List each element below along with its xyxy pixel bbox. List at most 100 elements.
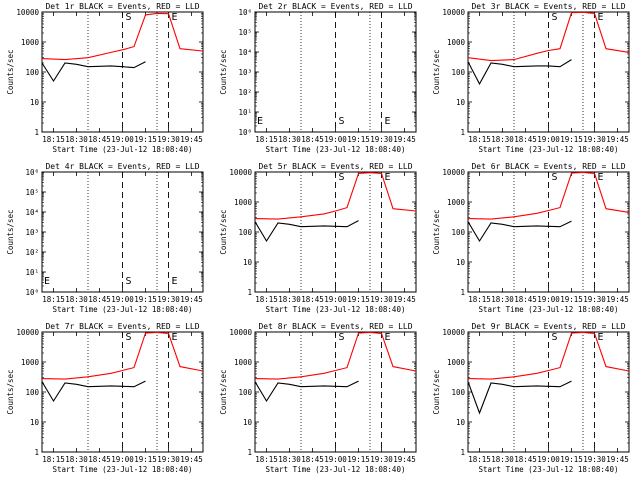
x-axis-label: Start Time (23-Jul-12 18:08:40) [266, 305, 406, 314]
x-tick-label: 18:30 [491, 135, 514, 144]
chart-title: Det 7r BLACK = Events, RED = LLD [45, 322, 199, 331]
x-tick-label: 19:15 [560, 455, 583, 464]
y-tick-label: 100 [451, 228, 465, 237]
x-tick-label: 19:45 [393, 455, 416, 464]
x-tick-label: 19:15 [347, 135, 370, 144]
x-tick-label: 19:45 [606, 295, 629, 304]
marker-s: S [338, 116, 344, 127]
marker-e: E [384, 332, 390, 343]
x-axis-label: Start Time (23-Jul-12 18:08:40) [479, 305, 619, 314]
x-tick-label: 18:30 [491, 295, 514, 304]
y-tick-label: 10⁴ [25, 208, 39, 217]
x-tick-label: 19:00 [324, 295, 347, 304]
marker-s: S [338, 172, 344, 183]
x-tick-label: 19:15 [134, 295, 157, 304]
chart-panel-7: Det 7r BLACK = Events, RED = LLD 1 10 100 10… [6, 322, 203, 474]
y-tick-label: 10 [243, 418, 253, 427]
y-tick-label: 1 [247, 288, 252, 297]
y-tick-label: 100 [25, 388, 39, 397]
y-tick-label: 10000 [229, 328, 252, 337]
y-tick-label: 1000 [21, 358, 40, 367]
y-tick-label: 1000 [447, 38, 466, 47]
marker-e: E [257, 116, 263, 127]
y-axis-label: Counts/sec [6, 369, 15, 414]
y-axis-label: Counts/sec [6, 209, 15, 254]
marker-e: E [171, 332, 177, 343]
x-tick-label: 18:45 [301, 455, 324, 464]
x-tick-label: 19:30 [370, 295, 393, 304]
x-axis-label: Start Time (23-Jul-12 18:08:40) [53, 465, 193, 474]
marker-e: E [597, 332, 603, 343]
y-axis-label: Counts/sec [432, 49, 441, 94]
y-tick-label: 10⁵ [238, 28, 252, 37]
x-tick-label: 18:15 [468, 135, 491, 144]
chart-panel-1: Det 1r BLACK = Events, RED = LLD 1 10 100 10… [6, 2, 203, 154]
y-tick-label: 10 [243, 258, 253, 267]
chart-panel-9: Det 9r BLACK = Events, RED = LLD 1 10 100 10… [432, 322, 629, 474]
y-tick-label: 10000 [16, 8, 39, 17]
x-tick-label: 18:45 [514, 135, 537, 144]
y-tick-label: 1000 [21, 38, 40, 47]
y-tick-label: 10 [30, 418, 40, 427]
y-tick-label: 10 [456, 98, 466, 107]
series-line-events [468, 60, 572, 84]
x-tick-label: 19:30 [157, 135, 180, 144]
y-tick-label: 100 [451, 388, 465, 397]
marker-s: S [125, 332, 131, 343]
x-tick-label: 18:30 [65, 455, 88, 464]
marker-e: E [171, 276, 177, 287]
x-tick-label: 19:00 [324, 135, 347, 144]
series-line-events [255, 221, 359, 241]
x-tick-label: 19:30 [583, 295, 606, 304]
x-tick-label: 18:15 [42, 135, 65, 144]
y-tick-label: 10000 [16, 328, 39, 337]
x-tick-label: 19:00 [537, 455, 560, 464]
x-tick-label: 19:45 [180, 455, 203, 464]
y-tick-label: 1 [247, 448, 252, 457]
chart-title: Det 5r BLACK = Events, RED = LLD [258, 162, 412, 171]
x-tick-label: 19:30 [583, 135, 606, 144]
y-axis-label: Counts/sec [432, 209, 441, 254]
x-tick-label: 18:30 [491, 455, 514, 464]
chart-panel-6: Det 6r BLACK = Events, RED = LLD 1 10 100 10… [432, 162, 629, 314]
x-tick-label: 19:00 [537, 135, 560, 144]
y-tick-label: 1000 [234, 358, 253, 367]
chart-title: Det 3r BLACK = Events, RED = LLD [471, 2, 625, 11]
x-tick-label: 19:45 [606, 455, 629, 464]
series-line-events [255, 381, 359, 401]
y-axis-label: Counts/sec [6, 49, 15, 94]
x-tick-label: 18:15 [42, 455, 65, 464]
x-tick-label: 18:45 [88, 135, 111, 144]
marker-e: E [597, 12, 603, 23]
x-tick-label: 18:45 [88, 455, 111, 464]
x-tick-label: 18:15 [255, 295, 278, 304]
marker-s: S [551, 12, 557, 23]
chart-panel-5: Det 5r BLACK = Events, RED = LLD 1 10 100 10… [219, 162, 416, 314]
marker-e: E [384, 172, 390, 183]
marker-s: S [338, 332, 344, 343]
y-tick-label: 10¹ [25, 268, 39, 277]
y-tick-label: 100 [451, 68, 465, 77]
marker-e: E [597, 172, 603, 183]
y-axis-label: Counts/sec [432, 369, 441, 414]
y-tick-label: 10⁵ [25, 188, 39, 197]
x-tick-label: 18:15 [468, 455, 491, 464]
x-tick-label: 19:00 [111, 455, 134, 464]
y-tick-label: 10² [238, 88, 252, 97]
x-tick-label: 19:45 [393, 295, 416, 304]
y-tick-label: 10³ [238, 68, 252, 77]
y-tick-label: 10³ [25, 228, 39, 237]
y-tick-label: 10000 [442, 8, 465, 17]
series-line-events [468, 221, 572, 241]
chart-panel-8: Det 8r BLACK = Events, RED = LLD 1 10 100 10… [219, 322, 416, 474]
y-tick-label: 10⁴ [238, 48, 252, 57]
x-tick-label: 19:45 [393, 135, 416, 144]
y-tick-label: 10000 [229, 168, 252, 177]
y-tick-label: 10 [456, 258, 466, 267]
x-tick-label: 19:15 [347, 295, 370, 304]
chart-title: Det 9r BLACK = Events, RED = LLD [471, 322, 625, 331]
x-tick-label: 18:30 [278, 135, 301, 144]
x-tick-label: 19:00 [111, 135, 134, 144]
y-tick-label: 10⁰ [238, 128, 252, 137]
x-tick-label: 18:15 [255, 135, 278, 144]
